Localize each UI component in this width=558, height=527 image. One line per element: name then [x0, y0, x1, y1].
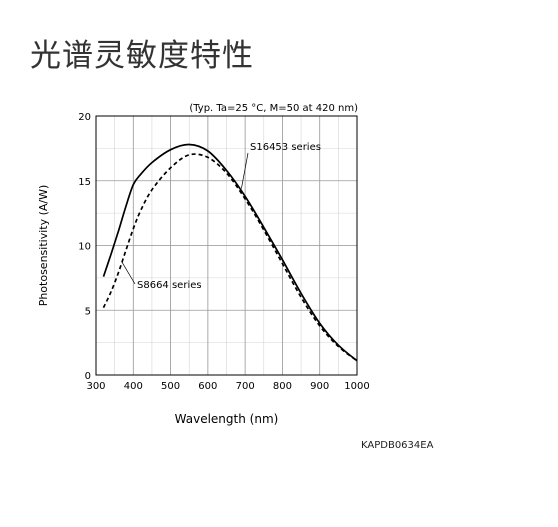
- chart-note: (Typ. Ta=25 °C, M=50 at 420 nm): [189, 103, 358, 114]
- y-tick-label: 0: [85, 371, 91, 382]
- series-label-s8664: S8664 series: [137, 280, 202, 291]
- grid-layer: [95, 115, 358, 376]
- series-layer: [102, 143, 358, 362]
- x-tick-label: 700: [236, 381, 255, 392]
- leader-line-s8664: [121, 262, 136, 285]
- x-tick-label: 600: [198, 381, 217, 392]
- x-tick-label: 900: [310, 381, 329, 392]
- x-axis-label: Wavelength (nm): [175, 412, 279, 426]
- x-tick-label: 300: [86, 381, 105, 392]
- leader-line-s16453: [241, 152, 249, 189]
- y-tick-label: 15: [78, 177, 91, 188]
- ticks-layer: 300 400 500 600 700 800 900 1000 0 5 10 15 20: [78, 112, 369, 392]
- x-tick-label: 800: [273, 381, 292, 392]
- y-tick-label: 5: [85, 306, 91, 317]
- series-line-s16453: [102, 143, 358, 362]
- labels-layer: (Typ. Ta=25 °C, M=50 at 420 nm) Waveleng…: [37, 103, 358, 426]
- y-tick-label: 20: [78, 112, 91, 123]
- y-axis-label: Photosensitivity (A/W): [37, 185, 50, 307]
- plot-frame: [95, 115, 358, 376]
- x-tick-label: 500: [161, 381, 180, 392]
- y-tick-label: 10: [78, 242, 91, 253]
- page-title: 光谱灵敏度特性: [30, 38, 254, 74]
- x-tick-label: 400: [124, 381, 143, 392]
- series-label-s16453: S16453 series: [250, 142, 321, 153]
- x-tick-label: 1000: [344, 381, 369, 392]
- series-line-s8664: [102, 153, 358, 362]
- document-code: KAPDB0634EA: [361, 440, 434, 451]
